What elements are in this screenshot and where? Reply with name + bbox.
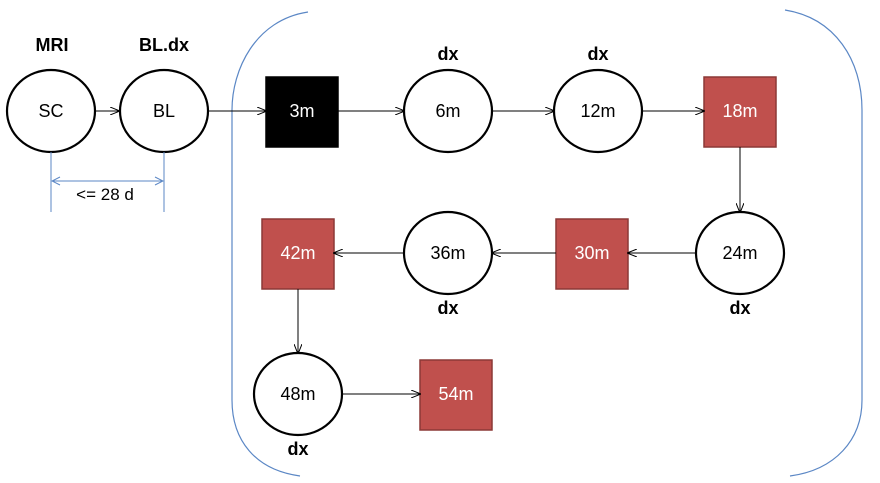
visit-arrows-layer	[298, 111, 740, 394]
visit-label: 54m	[438, 384, 473, 404]
dx-label: dx	[437, 44, 458, 64]
dx-label: dx	[587, 44, 608, 64]
visits-layer: 3m 6m dx 12m dx 18m 24m dx 30m 36m dx 42m 48m dx 54m	[252, 44, 786, 459]
visit-label: 3m	[289, 101, 314, 121]
visit-label: 30m	[574, 243, 609, 263]
visit-label: 6m	[435, 101, 460, 121]
visit-label: 36m	[430, 243, 465, 263]
dx-label: dx	[437, 298, 458, 318]
window-label: <= 28 d	[76, 185, 134, 204]
dx-label: dx	[729, 298, 750, 318]
visit-node-m36: 36m dx	[402, 210, 494, 318]
screening-label: SC	[38, 101, 63, 121]
visit-node-m48: 48m dx	[252, 351, 344, 459]
visit-node-m12: 12m dx	[552, 44, 644, 154]
visit-box-black	[265, 76, 339, 148]
visit-label: 24m	[722, 243, 757, 263]
mri-header: MRI	[36, 35, 69, 55]
visit-node-m42: 42m	[261, 218, 335, 290]
bl-dx-header: BL.dx	[139, 35, 189, 55]
visit-box-red	[261, 218, 335, 290]
dx-label: dx	[287, 439, 308, 459]
visit-label: 12m	[580, 101, 615, 121]
visit-node-m30: 30m	[555, 218, 629, 290]
window-dimension: <= 28 d	[50, 152, 165, 212]
visit-node-m6: 6m dx	[402, 44, 494, 154]
pre-study-group: MRI BL.dx SC BL <= 28 d	[5, 35, 266, 212]
visit-node-m54: 54m	[419, 359, 493, 431]
baseline-node: BL	[118, 68, 210, 154]
visit-box-red	[419, 359, 493, 431]
baseline-label: BL	[153, 101, 175, 121]
visit-label: 42m	[280, 243, 315, 263]
screening-node: SC	[5, 68, 97, 154]
visit-box-red	[555, 218, 629, 290]
visit-node-m3: 3m	[265, 76, 339, 148]
visit-node-m18: 18m	[703, 76, 777, 148]
followup-frame	[231, 9, 863, 477]
visit-box-red	[703, 76, 777, 148]
visit-label: 18m	[722, 101, 757, 121]
visit-label: 48m	[280, 384, 315, 404]
visit-node-m24: 24m dx	[694, 210, 786, 318]
